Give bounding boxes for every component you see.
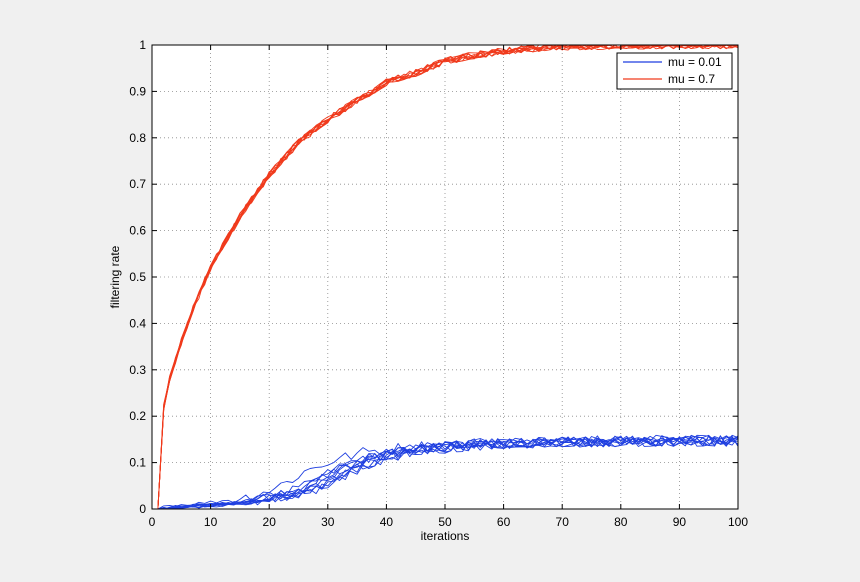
x-tick-label: 60: [497, 515, 511, 529]
series-line-mu-0.7-run-8: [157, 44, 739, 510]
legend-label-mu-0.7: mu = 0.7: [668, 72, 715, 86]
y-axis-label: filtering rate: [108, 245, 122, 308]
legend-label-mu-0.01: mu = 0.01: [668, 55, 722, 69]
x-tick-label: 40: [380, 515, 394, 529]
legend-box: [616, 52, 733, 90]
x-tick-label: 100: [728, 515, 748, 529]
series-line-mu-0.01-run-10: [157, 435, 739, 510]
x-tick-label: 10: [204, 515, 218, 529]
y-tick-label: 1: [139, 38, 146, 52]
x-tick-label: 50: [438, 515, 452, 529]
plot-lines: [157, 44, 739, 510]
ticks: [151, 44, 739, 510]
x-tick-label: 30: [321, 515, 335, 529]
series-line-mu-0.7-run-9: [157, 44, 739, 510]
y-tick-labels: 0 0.1 0.2 0.3 0.4 0.5 0.6 0.7 0.8 0.9 1: [129, 38, 146, 516]
y-tick-label: 0.7: [129, 177, 146, 191]
y-tick-label: 0.8: [129, 131, 146, 145]
x-tick-label: 90: [673, 515, 687, 529]
y-tick-label: 0.3: [129, 363, 146, 377]
legend: mu = 0.01 mu = 0.7: [616, 52, 733, 90]
y-tick-label: 0.1: [129, 456, 146, 470]
x-tick-label: 70: [556, 515, 570, 529]
y-tick-label: 0.5: [129, 270, 146, 284]
y-tick-label: 0.6: [129, 224, 146, 238]
y-tick-label: 0: [139, 502, 146, 516]
x-axis-label: iterations: [421, 529, 470, 543]
y-tick-label: 0.4: [129, 316, 146, 330]
series-line-mu-0.01-run-8: [157, 436, 739, 510]
series-line-mu-0.01-run-6: [157, 434, 739, 510]
x-tick-labels: 0 10 20 30 40 50 60 70 80 90 100: [149, 515, 749, 529]
y-tick-label: 0.2: [129, 409, 146, 423]
y-tick-label: 0.9: [129, 84, 146, 98]
x-tick-label: 80: [614, 515, 628, 529]
x-tick-label: 20: [263, 515, 277, 529]
x-tick-label: 0: [149, 515, 156, 529]
